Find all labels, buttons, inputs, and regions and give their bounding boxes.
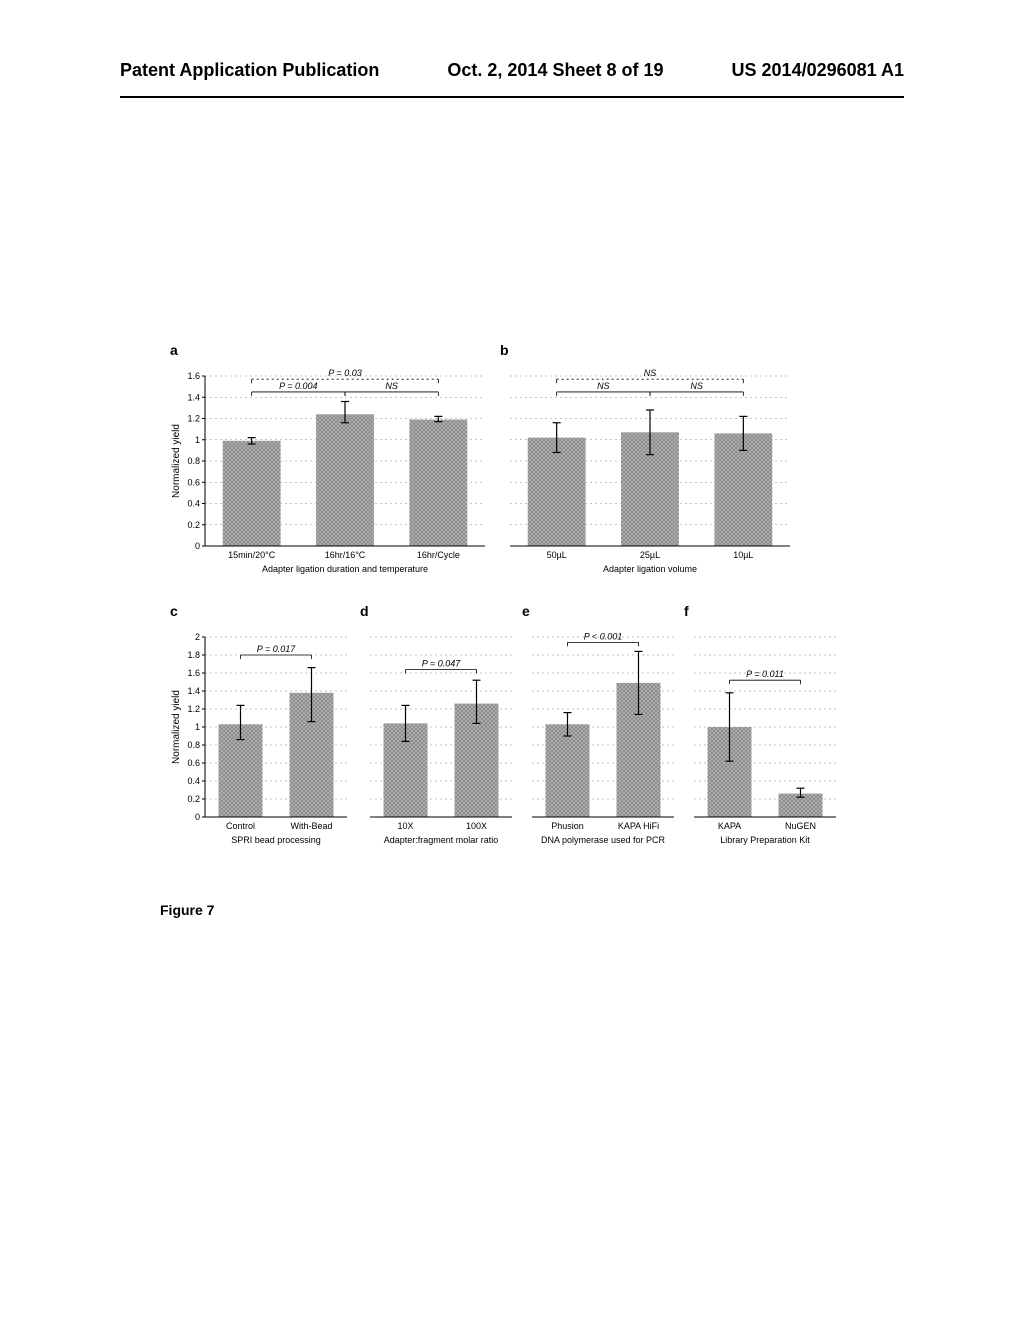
y-axis-label: Normalized yield (171, 690, 182, 764)
chart-row-top: a 15min/20°C 16hr/16°C 16hr/CycleP = 0.0… (170, 360, 870, 591)
x-tick-label: Phusion (551, 821, 584, 831)
panel-c: c Control With-BeadP = 0.01700.20.40.60.… (170, 621, 360, 862)
x-tick-label: 15min/20°C (228, 550, 276, 560)
y-tick-label: 1.8 (187, 650, 200, 660)
x-tick-label: 100X (466, 821, 487, 831)
y-tick-label: 1 (195, 435, 200, 445)
y-tick-label: 0 (195, 541, 200, 551)
header-center: Oct. 2, 2014 Sheet 8 of 19 (447, 60, 663, 81)
bar (545, 724, 589, 817)
significance-label: NS (385, 381, 398, 391)
significance-label: P = 0.011 (746, 669, 784, 679)
y-tick-label: 0.4 (187, 499, 200, 509)
significance-label: P = 0.004 (279, 381, 317, 391)
y-tick-label: 1 (195, 722, 200, 732)
y-tick-label: 0 (195, 812, 200, 822)
y-tick-label: 1.2 (187, 704, 200, 714)
panel-label: c (170, 603, 178, 619)
y-tick-label: 0.2 (187, 520, 200, 530)
x-tick-label: 16hr/16°C (325, 550, 366, 560)
y-tick-label: 0.4 (187, 776, 200, 786)
significance-label: P = 0.017 (257, 644, 296, 654)
page-header: Patent Application Publication Oct. 2, 2… (0, 0, 1024, 91)
y-tick-label: 1.4 (187, 392, 200, 402)
panel-e: e Phusion KAPA HiFiP < 0.001DNA polymera… (522, 621, 684, 862)
x-tick-label: Control (226, 821, 255, 831)
significance-label: NS (644, 368, 657, 378)
y-tick-label: 0.6 (187, 758, 200, 768)
y-tick-label: 1.6 (187, 668, 200, 678)
chart-e: Phusion KAPA HiFi P < 0.001 DNA polymerase… (522, 621, 684, 857)
y-tick-label: 1.4 (187, 686, 200, 696)
header-left: Patent Application Publication (120, 60, 379, 81)
bar (223, 441, 281, 546)
panel-f: f KAPA NuGENP = 0.011Library Preparation… (684, 621, 846, 862)
significance-label: P = 0.047 (422, 658, 461, 668)
x-tick-label: 25µL (640, 550, 660, 560)
chart-f: KAPA NuGEN P = 0.011 Library Preparation K… (684, 621, 846, 857)
figure-caption: Figure 7 (160, 902, 870, 918)
y-tick-label: 0.8 (187, 740, 200, 750)
x-tick-label: 50µL (547, 550, 567, 560)
panel-d: d 10X 100XP = 0.047Adapter:fragment mola… (360, 621, 522, 862)
x-tick-label: NuGEN (785, 821, 816, 831)
panel-label: d (360, 603, 369, 619)
significance-label: P = 0.03 (328, 368, 361, 378)
bar (316, 414, 374, 546)
y-axis-label: Normalized yield (171, 424, 182, 498)
y-tick-label: 1.6 (187, 371, 200, 381)
figure-7: a 15min/20°C 16hr/16°C 16hr/CycleP = 0.0… (170, 360, 870, 918)
x-axis-label: Adapter ligation duration and temperatur… (262, 564, 428, 574)
chart-b: 50µL 25µL 10µL NS NS NS Adapter ligation vol… (500, 360, 802, 586)
x-axis-label: Library Preparation Kit (720, 835, 810, 845)
y-tick-label: 2 (195, 632, 200, 642)
x-axis-label: DNA polymerase used for PCR (541, 835, 666, 845)
panel-b: b 50µL 25µL 10µLNSNSNSAdapter ligation v… (500, 360, 802, 591)
bar (409, 420, 467, 546)
x-tick-label: With-Bead (290, 821, 332, 831)
significance-label: NS (597, 381, 610, 391)
panel-a: a 15min/20°C 16hr/16°C 16hr/CycleP = 0.0… (170, 360, 500, 591)
bar (528, 438, 586, 546)
x-axis-label: Adapter ligation volume (603, 564, 697, 574)
chart-a: 15min/20°C 16hr/16°C 16hr/Cycle P = 0.004… (170, 360, 500, 586)
chart-row-bottom: c Control With-BeadP = 0.01700.20.40.60.… (170, 621, 870, 862)
x-tick-label: 16hr/Cycle (417, 550, 460, 560)
x-tick-label: KAPA (718, 821, 741, 831)
panel-label: a (170, 342, 178, 358)
x-axis-label: SPRI bead processing (231, 835, 321, 845)
panel-label: b (500, 342, 509, 358)
significance-label: NS (690, 381, 703, 391)
header-rule (120, 96, 904, 98)
panel-label: f (684, 603, 689, 619)
chart-d: 10X 100X P = 0.047 Adapter:fragment molar … (360, 621, 522, 857)
chart-c: Control With-Bead P = 0.017 0 0.2 0.4 0.6 0.8 1… (170, 621, 360, 857)
header-right: US 2014/0296081 A1 (732, 60, 904, 81)
panel-label: e (522, 603, 530, 619)
y-tick-label: 0.2 (187, 794, 200, 804)
significance-label: P < 0.001 (584, 631, 622, 641)
y-tick-label: 0.8 (187, 456, 200, 466)
x-tick-label: KAPA HiFi (618, 821, 659, 831)
x-tick-label: 10µL (733, 550, 753, 560)
x-axis-label: Adapter:fragment molar ratio (384, 835, 499, 845)
y-tick-label: 1.2 (187, 414, 200, 424)
x-tick-label: 10X (397, 821, 413, 831)
y-tick-label: 0.6 (187, 477, 200, 487)
